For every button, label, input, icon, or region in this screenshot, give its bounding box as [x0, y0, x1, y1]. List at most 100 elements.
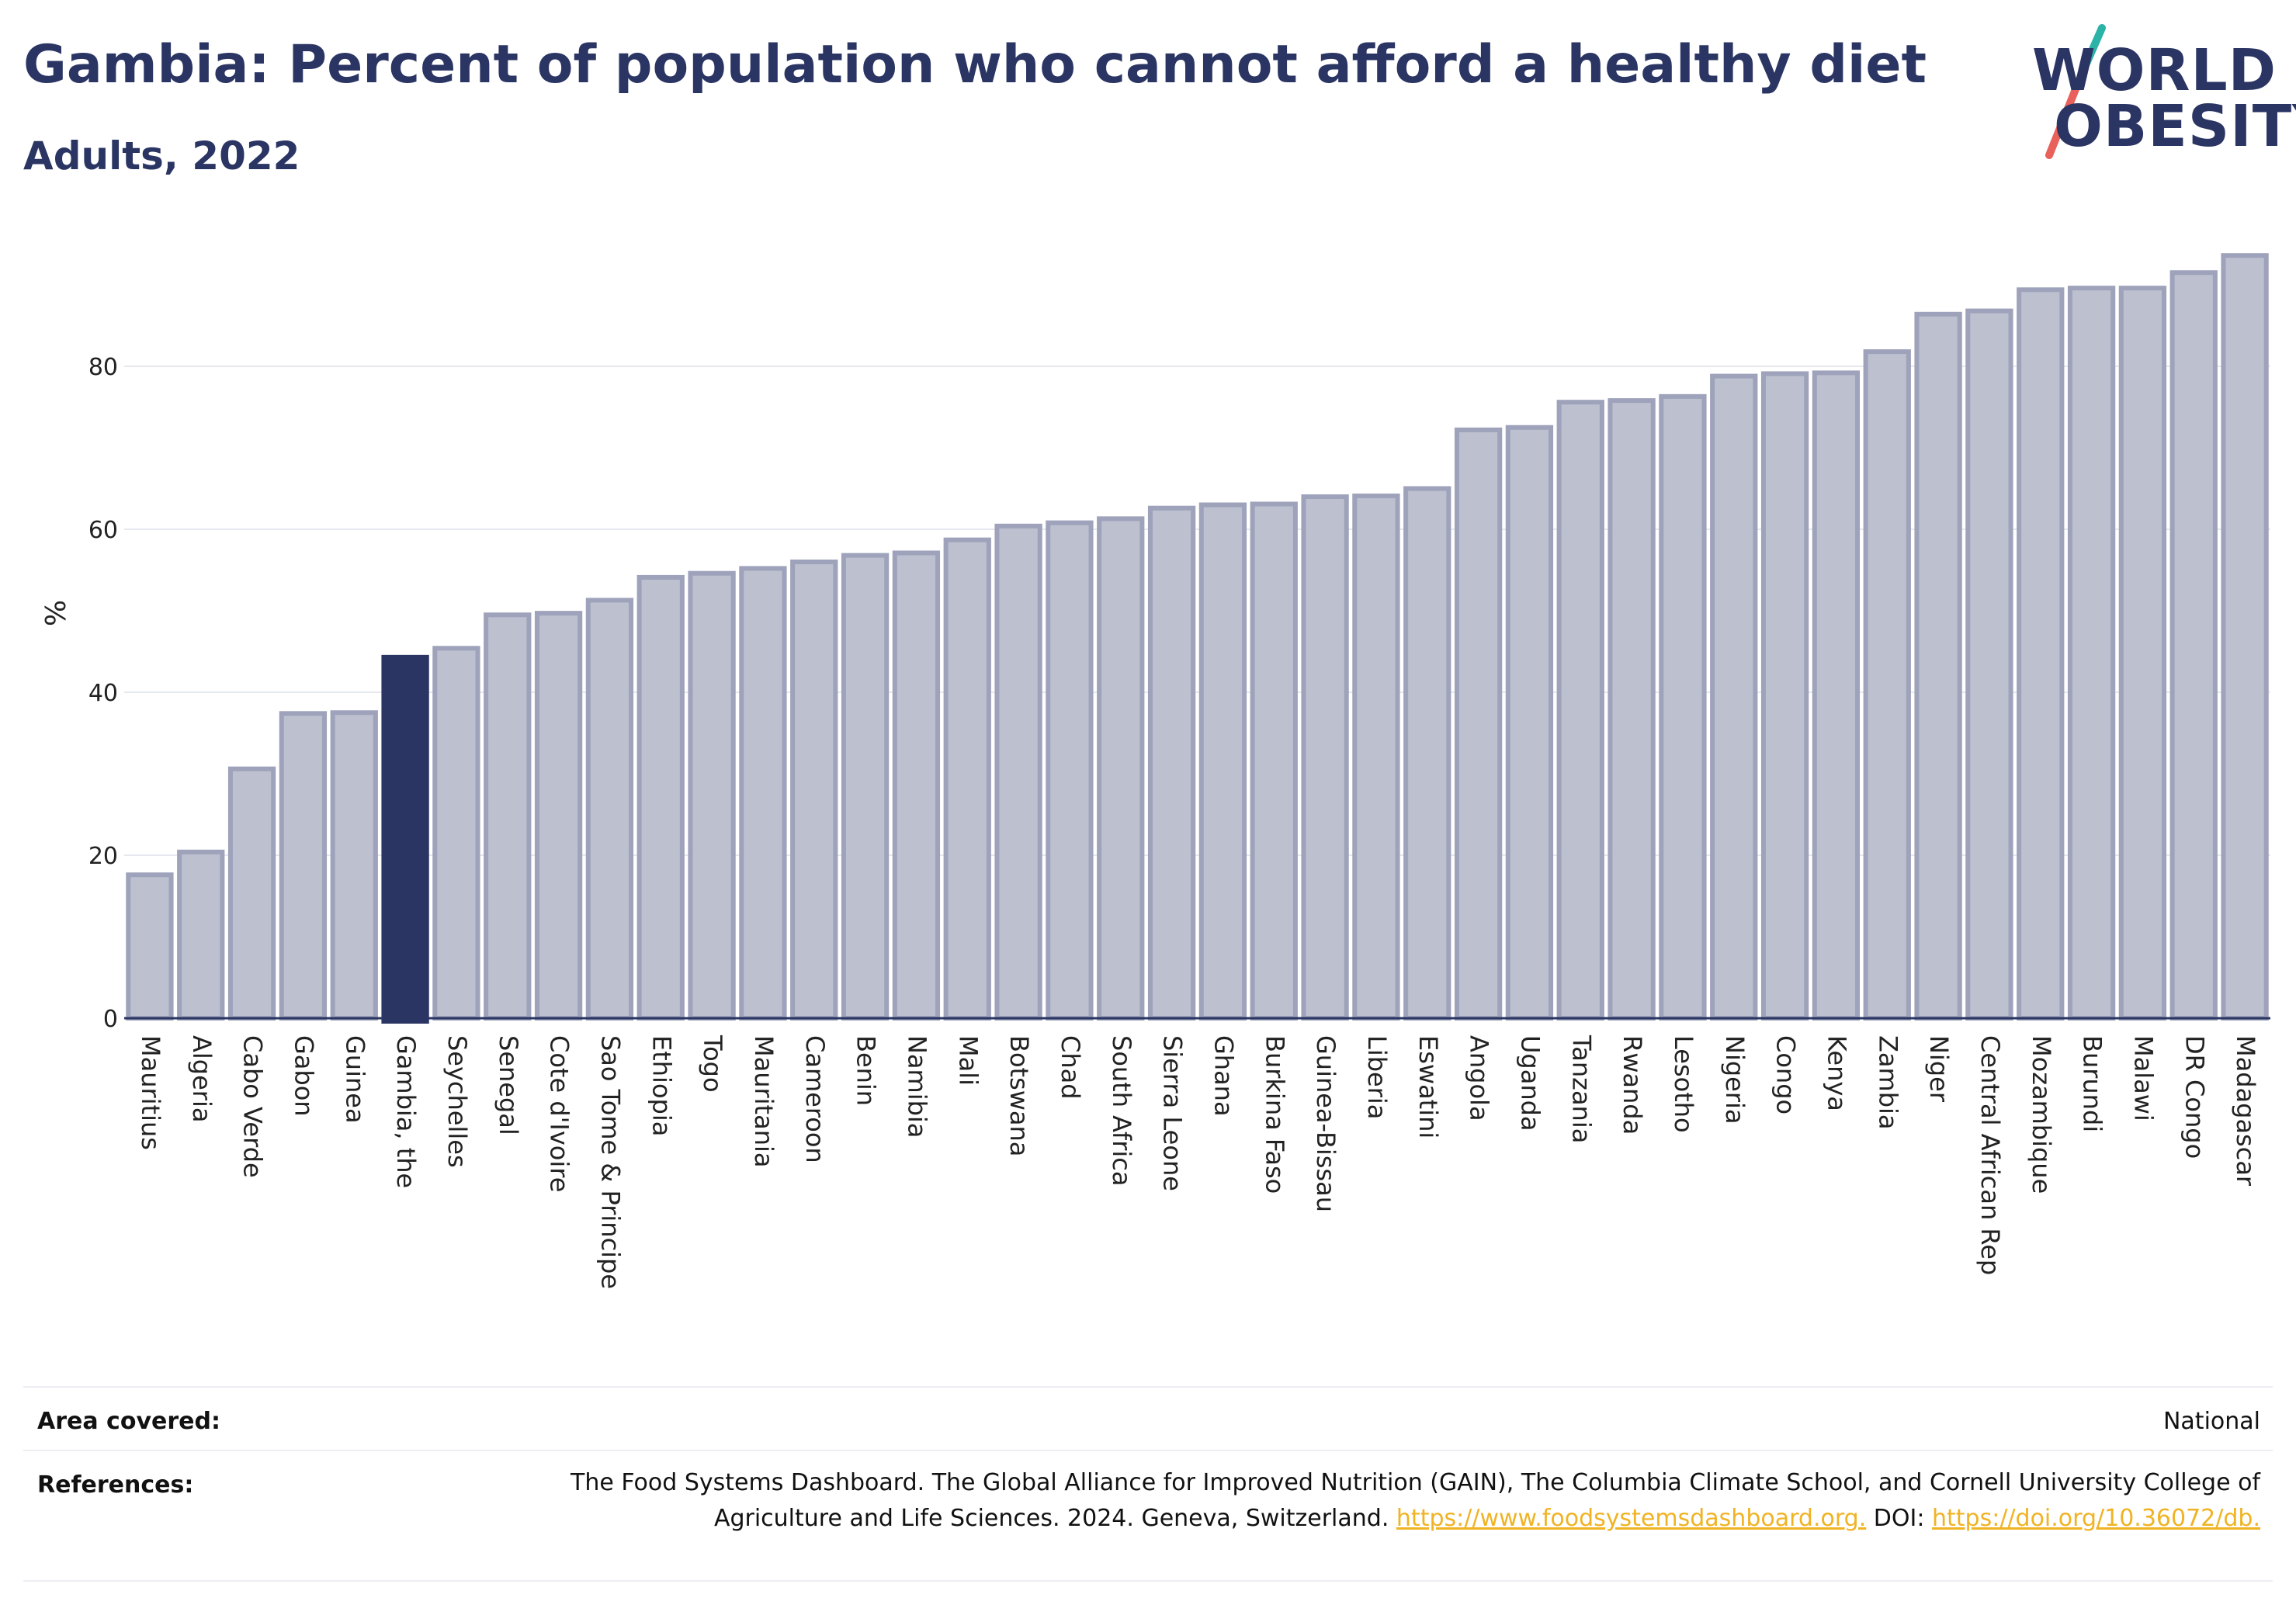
bar-madagascar — [2221, 253, 2269, 1021]
bar-ethiopia — [636, 574, 685, 1021]
x-tick-label: Mozambique — [2027, 1035, 2056, 1194]
x-tick-label: Uganda — [1515, 1035, 1545, 1132]
doi-label: DOI: — [1873, 1505, 1925, 1532]
bar-seychelles — [432, 646, 480, 1021]
bar-mali — [943, 537, 991, 1021]
bar-mauritius — [126, 872, 174, 1021]
bar-mozambique — [2017, 287, 2065, 1021]
x-tick-label: Central African Rep — [1975, 1035, 2005, 1275]
chart-subtitle: Adults, 2022 — [23, 133, 300, 178]
bar-algeria — [177, 849, 225, 1021]
x-tick-label: Sierra Leone — [1158, 1035, 1188, 1191]
x-tick-label: Chad — [1056, 1035, 1085, 1100]
x-tick-label: Mauritius — [136, 1035, 165, 1150]
x-tick-label: Cote d'Ivoire — [545, 1035, 574, 1192]
x-tick-label: Nigeria — [1720, 1035, 1750, 1124]
x-tick-label: Malawi — [2128, 1035, 2158, 1121]
bar-rwanda — [1608, 398, 1656, 1021]
grid-lines — [124, 366, 2270, 856]
footer-divider — [23, 1386, 2273, 1388]
footer-divider — [23, 1580, 2273, 1582]
bar-central-african-rep — [1965, 308, 2013, 1021]
x-tick-label: Sao Tome & Principe — [595, 1035, 625, 1289]
x-tick-label: Madagascar — [2231, 1035, 2260, 1187]
x-tick-label: Mali — [953, 1035, 983, 1086]
x-tick-label: Seychelles — [442, 1035, 472, 1168]
bar-zambia — [1863, 349, 1911, 1021]
y-axis-ticks: 0 20 40 60 80 — [88, 354, 118, 1033]
bar-guinea-bissau — [1301, 494, 1349, 1021]
bar-dr-congo — [2169, 270, 2218, 1021]
bar-tanzania — [1556, 400, 1604, 1021]
x-tick-label: Cameroon — [800, 1035, 830, 1163]
logo-slash-icon — [2045, 24, 2106, 159]
bar-cameroon — [790, 560, 838, 1021]
x-tick-label: Angola — [1465, 1035, 1494, 1121]
x-tick-label: Ghana — [1209, 1035, 1238, 1117]
bar-congo — [1760, 371, 1809, 1021]
x-tick-label: Zambia — [1873, 1035, 1902, 1130]
x-tick-label: Guinea-Bissau — [1311, 1035, 1340, 1212]
bar-namibia — [892, 550, 941, 1021]
x-tick-label: Congo — [1771, 1035, 1801, 1114]
bar-mauritania — [739, 566, 787, 1021]
x-tick-label: Togo — [698, 1035, 727, 1093]
bar-nigeria — [1710, 373, 1758, 1021]
references-text: The Food Systems Dashboard. The Global A… — [522, 1465, 2260, 1537]
bar-lesotho — [1659, 393, 1707, 1021]
x-tick-label: Algeria — [187, 1035, 217, 1122]
bar-benin — [841, 553, 890, 1021]
doi-link[interactable]: https://doi.org/10.36072/db. — [1932, 1505, 2260, 1532]
bar-cabo-verde — [227, 766, 276, 1021]
bar-series — [126, 253, 2269, 1024]
x-tick-label: Tanzania — [1566, 1035, 1596, 1143]
bar-senegal — [484, 612, 532, 1021]
bar-ghana — [1198, 502, 1247, 1021]
bar-sao-tome-principe — [585, 598, 634, 1021]
area-covered-value: National — [2162, 1408, 2260, 1435]
bar-chad — [1046, 520, 1094, 1021]
dashboard-link[interactable]: https://www.foodsystemsdashboard.org. — [1396, 1505, 1867, 1532]
world-obesity-logo: WORLD OBESITY — [1987, 23, 2296, 171]
logo-text-world: WORLD — [2032, 37, 2277, 104]
x-tick-label: DR Congo — [2180, 1035, 2209, 1159]
x-tick-label: Namibia — [902, 1035, 931, 1138]
x-tick-label: Eswatini — [1413, 1035, 1443, 1139]
references-label: References: — [37, 1471, 194, 1499]
x-axis-ticks: Mauritius Algeria Cabo Verde Gabon Guinea Gam… — [136, 1035, 2260, 1289]
x-tick-label: Burundi — [2078, 1035, 2107, 1132]
bar-angola — [1454, 427, 1503, 1021]
y-tick-label: 20 — [88, 843, 118, 870]
y-tick-label: 40 — [88, 680, 118, 707]
x-tick-label: Ethiopia — [647, 1035, 676, 1136]
x-tick-label: Rwanda — [1618, 1035, 1647, 1135]
x-tick-label: Cabo Verde — [238, 1035, 268, 1178]
bar-south-africa — [1097, 516, 1145, 1021]
footer-divider — [23, 1450, 2273, 1451]
bar-burundi — [2067, 286, 2116, 1021]
logo-text-obesity: OBESITY — [2054, 93, 2296, 160]
x-tick-label: Kenya — [1822, 1035, 1851, 1111]
bar-gabon — [279, 711, 328, 1021]
bar-liberia — [1352, 493, 1400, 1021]
x-tick-label: Gabon — [289, 1035, 318, 1117]
bar-eswatini — [1403, 486, 1451, 1021]
x-tick-label: Guinea — [340, 1035, 369, 1124]
bar-malawi — [2118, 286, 2167, 1021]
x-tick-label: Niger — [1924, 1035, 1954, 1103]
bar-kenya — [1812, 370, 1861, 1021]
x-tick-label: Burkina Faso — [1260, 1035, 1289, 1194]
x-tick-label: Mauritania — [749, 1035, 779, 1167]
x-tick-label: South Africa — [1107, 1035, 1136, 1186]
x-tick-label: Botswana — [1004, 1035, 1034, 1156]
x-tick-label: Lesotho — [1669, 1035, 1698, 1133]
chart-title: Gambia: Percent of population who cannot… — [23, 34, 1927, 95]
x-tick-label: Senegal — [494, 1035, 523, 1135]
bar-sierra-leone — [1147, 505, 1196, 1021]
bar-cote-d-ivoire — [534, 611, 583, 1021]
x-tick-label: Benin — [851, 1035, 881, 1106]
bar-guinea — [330, 710, 378, 1021]
bar-niger — [1914, 311, 1962, 1021]
x-tick-label: Gambia, the — [391, 1035, 421, 1188]
bar-togo — [688, 570, 736, 1021]
